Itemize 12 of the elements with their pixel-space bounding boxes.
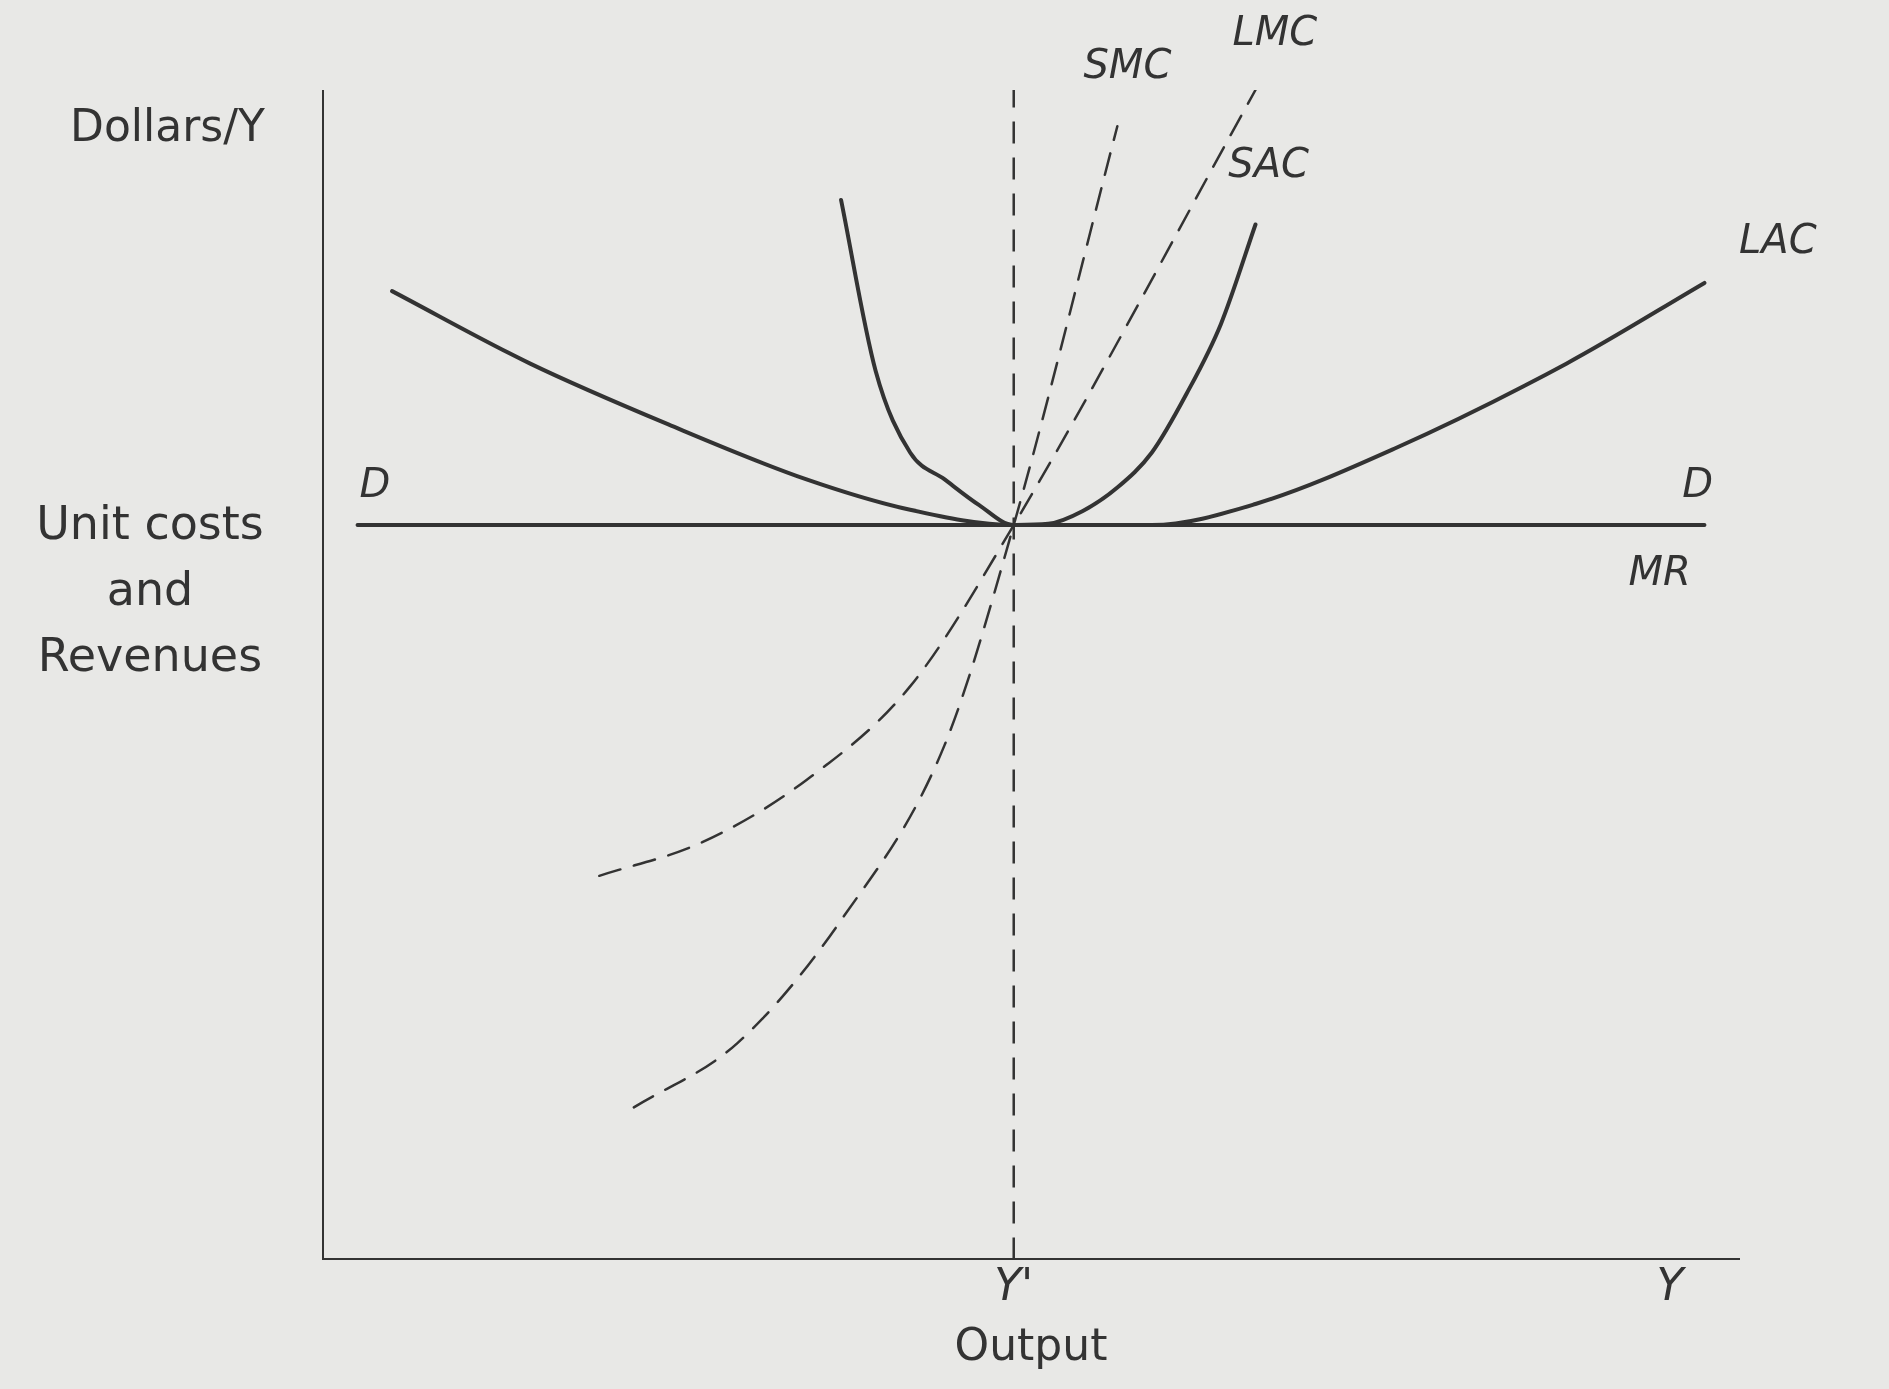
- series-label: SAC: [1228, 140, 1310, 187]
- series-label: LMC: [1232, 8, 1318, 55]
- annotation: D: [1682, 460, 1713, 507]
- x-axis-title: Output: [954, 1319, 1108, 1371]
- series-label: LAC: [1739, 216, 1817, 263]
- annotation: D: [359, 460, 391, 507]
- annotation: MR: [1628, 548, 1691, 595]
- text: Dollars/Y: [70, 100, 265, 151]
- x-tick-label: Y': [994, 1259, 1034, 1311]
- series-label: SMC: [1083, 40, 1172, 87]
- y-axis-title: Unit costs and Revenues: [35, 495, 265, 684]
- x-tick-label: Y: [1656, 1259, 1687, 1311]
